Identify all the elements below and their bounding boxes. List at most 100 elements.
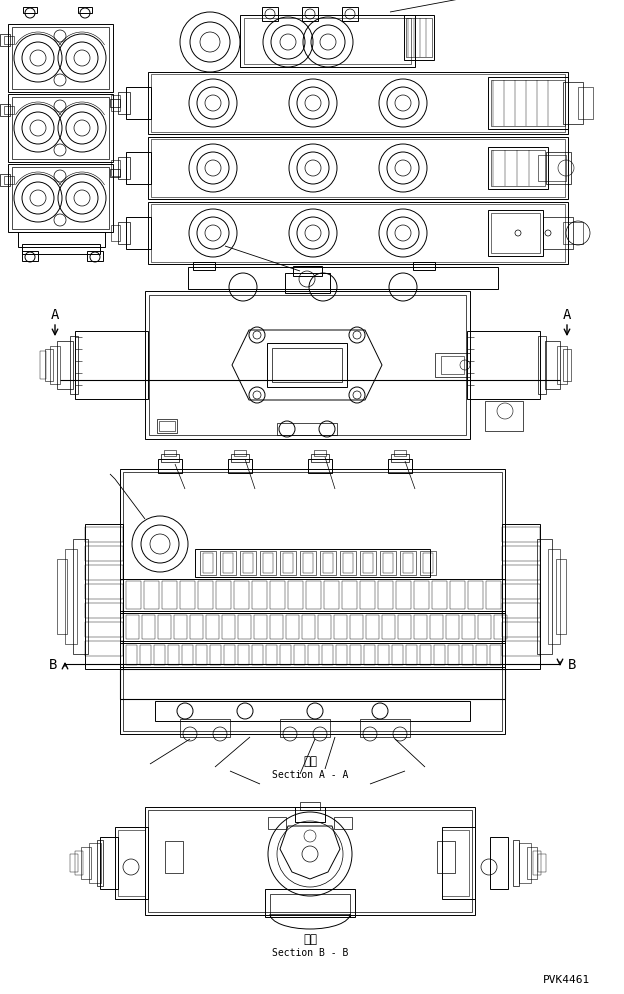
- Bar: [157, 419, 177, 433]
- Bar: [118, 223, 130, 245]
- Bar: [294, 645, 305, 665]
- Bar: [123, 472, 502, 732]
- Bar: [266, 645, 277, 665]
- Bar: [182, 645, 193, 665]
- Bar: [263, 554, 273, 574]
- Bar: [360, 552, 376, 576]
- Bar: [363, 554, 373, 574]
- Bar: [126, 87, 151, 120]
- Bar: [231, 454, 249, 462]
- Bar: [120, 643, 505, 667]
- Bar: [12, 168, 109, 230]
- Bar: [164, 450, 176, 456]
- Bar: [350, 645, 361, 665]
- Bar: [563, 83, 583, 125]
- Bar: [286, 615, 299, 639]
- Bar: [57, 560, 67, 634]
- Text: B: B: [568, 657, 576, 671]
- Bar: [196, 645, 207, 665]
- Bar: [318, 615, 331, 639]
- Bar: [4, 37, 14, 45]
- Bar: [18, 233, 105, 248]
- Text: PVK4461: PVK4461: [543, 974, 590, 984]
- Bar: [222, 615, 235, 639]
- Bar: [85, 525, 123, 669]
- Bar: [151, 75, 565, 133]
- Bar: [563, 223, 583, 245]
- Bar: [270, 615, 283, 639]
- Bar: [85, 622, 123, 637]
- Bar: [446, 615, 459, 639]
- Text: Section B - B: Section B - B: [272, 947, 348, 957]
- Bar: [392, 645, 403, 665]
- Bar: [240, 552, 256, 576]
- Bar: [502, 603, 540, 618]
- Bar: [340, 552, 356, 576]
- Bar: [89, 843, 101, 883]
- Bar: [545, 342, 560, 390]
- Bar: [406, 19, 432, 58]
- Bar: [267, 344, 347, 388]
- Bar: [488, 148, 548, 190]
- Bar: [223, 554, 233, 574]
- Bar: [280, 720, 330, 738]
- Bar: [442, 830, 469, 897]
- Bar: [490, 645, 501, 665]
- Bar: [22, 245, 100, 254]
- Bar: [285, 273, 330, 293]
- Bar: [557, 347, 567, 385]
- Bar: [154, 645, 165, 665]
- Bar: [314, 450, 326, 456]
- Bar: [300, 802, 320, 810]
- Bar: [118, 158, 130, 180]
- Bar: [364, 645, 375, 665]
- Bar: [180, 581, 195, 609]
- Bar: [115, 827, 148, 900]
- Bar: [350, 615, 363, 639]
- Bar: [260, 552, 276, 576]
- Bar: [120, 580, 505, 611]
- Bar: [45, 350, 53, 382]
- Bar: [158, 459, 182, 473]
- Bar: [168, 645, 179, 665]
- Bar: [342, 581, 357, 609]
- Text: 断面: 断面: [303, 932, 317, 945]
- Bar: [280, 552, 296, 576]
- Bar: [148, 203, 568, 264]
- Bar: [216, 581, 231, 609]
- Bar: [306, 581, 321, 609]
- Bar: [203, 554, 213, 574]
- Bar: [126, 153, 151, 185]
- Bar: [193, 262, 215, 270]
- Bar: [81, 847, 91, 879]
- Bar: [120, 669, 505, 700]
- Bar: [311, 454, 329, 462]
- Bar: [126, 615, 139, 639]
- Bar: [145, 291, 470, 439]
- Bar: [4, 107, 14, 115]
- Bar: [4, 177, 14, 185]
- Bar: [400, 552, 416, 576]
- Bar: [548, 550, 560, 644]
- Bar: [420, 645, 431, 665]
- Bar: [485, 402, 523, 431]
- Bar: [334, 615, 347, 639]
- Bar: [502, 547, 540, 562]
- Bar: [322, 645, 333, 665]
- Bar: [308, 459, 332, 473]
- Bar: [180, 720, 230, 738]
- Bar: [404, 16, 434, 61]
- Bar: [502, 622, 540, 637]
- Bar: [22, 251, 38, 261]
- Bar: [118, 92, 130, 115]
- Bar: [210, 645, 221, 665]
- Bar: [308, 645, 319, 665]
- Bar: [162, 581, 177, 609]
- Bar: [272, 349, 342, 383]
- Bar: [502, 566, 540, 580]
- Bar: [75, 851, 83, 875]
- Bar: [149, 295, 466, 435]
- Bar: [435, 354, 470, 378]
- Bar: [0, 105, 10, 117]
- Bar: [336, 645, 347, 665]
